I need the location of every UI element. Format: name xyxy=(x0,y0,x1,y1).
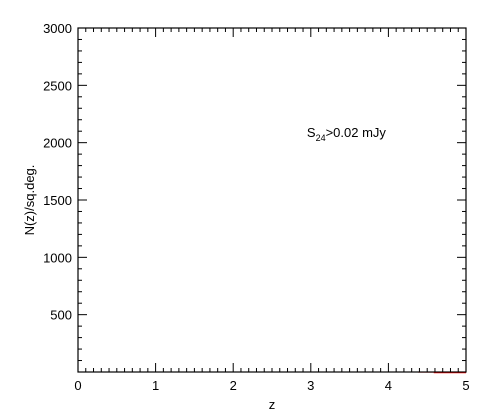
y-tick-label: 1500 xyxy=(43,193,72,208)
x-axis-label: z xyxy=(269,397,276,412)
annotation-rest: >0.02 mJy xyxy=(326,125,387,140)
flux-cut-annotation: S24>0.02 mJy xyxy=(307,125,387,143)
annotation-subscript: 24 xyxy=(316,133,326,143)
plot-frame xyxy=(77,27,467,373)
ticks xyxy=(77,27,467,373)
tick-labels: 0 1 2 3 4 5 500 1000 1500 2000 2500 3000 xyxy=(43,21,470,393)
y-tick-label: 3000 xyxy=(43,21,72,36)
x-tick-label: 5 xyxy=(462,378,469,393)
y-tick-label: 500 xyxy=(50,308,72,323)
axes xyxy=(77,27,467,373)
y-axis-label: N(z)/sq.deg. xyxy=(22,165,37,236)
x-tick-label: 2 xyxy=(230,378,237,393)
annotation-base: S xyxy=(307,125,316,140)
x-tick-label: 4 xyxy=(385,378,392,393)
x-tick-label: 1 xyxy=(152,378,159,393)
x-tick-label: 3 xyxy=(307,378,314,393)
y-tick-label: 2000 xyxy=(43,136,72,151)
y-tick-label: 1000 xyxy=(43,250,72,265)
x-tick-label: 0 xyxy=(74,378,81,393)
y-tick-label: 2500 xyxy=(43,78,72,93)
